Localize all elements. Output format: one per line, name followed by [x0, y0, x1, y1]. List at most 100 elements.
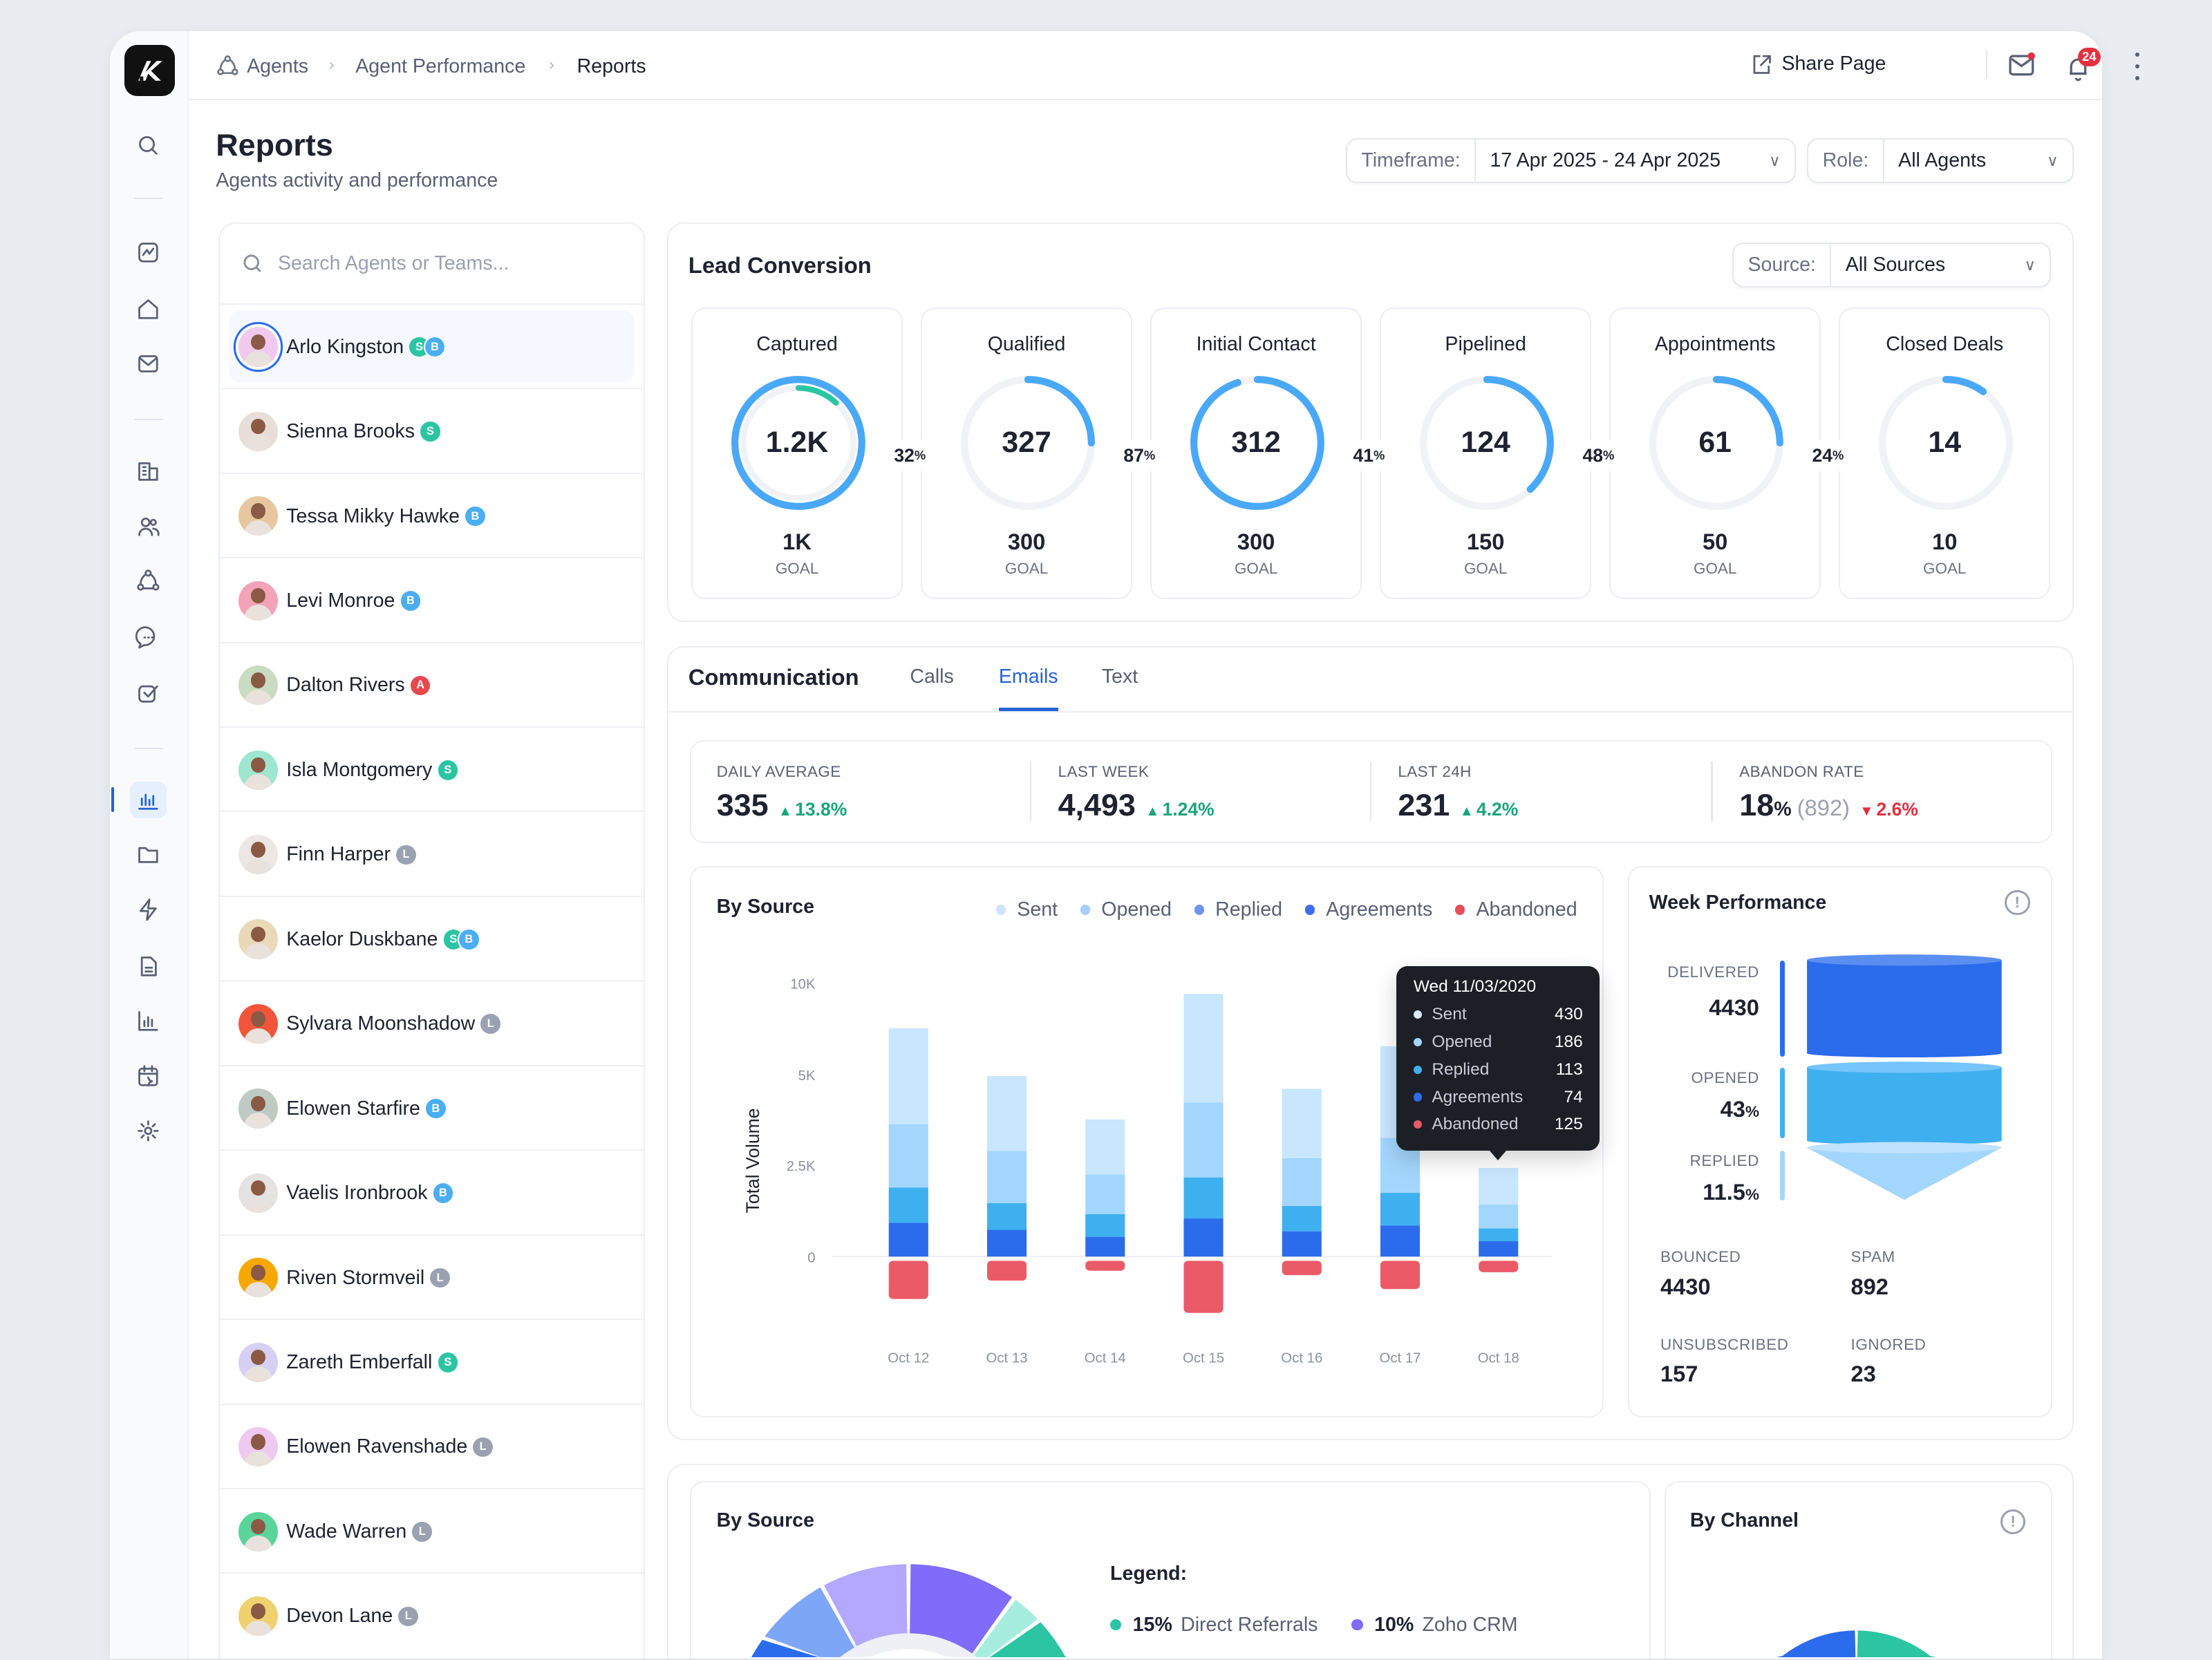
stage-card-captured[interactable]: Captured 1.2K 1K GOAL — [691, 307, 903, 600]
agent-list-item[interactable]: Zareth Emberfall S — [220, 1319, 644, 1403]
sidebar-item-settings[interactable] — [130, 1113, 167, 1149]
agent-list-item[interactable]: Elowen Ravenshade L — [220, 1403, 644, 1488]
bar-segment-replied[interactable] — [1085, 1214, 1125, 1237]
agent-list-item[interactable]: Elowen Starfire B — [220, 1064, 644, 1149]
agent-search-input[interactable]: Search Agents or Teams... — [220, 224, 643, 303]
bar-segment-sent[interactable] — [1085, 1119, 1125, 1175]
bar-segment-abandoned[interactable] — [1085, 1261, 1125, 1271]
legend-item-agreements[interactable]: Agreements — [1304, 898, 1432, 921]
agent-list-item[interactable]: Sienna Brooks S — [220, 388, 644, 472]
agent-list-item[interactable]: Wade Warren L — [220, 1487, 644, 1572]
info-icon[interactable]: ! — [2004, 889, 2030, 916]
notifications-button[interactable]: 24 — [2064, 48, 2101, 84]
donut-slice[interactable] — [910, 1564, 1013, 1654]
agent-list-item[interactable]: Sylvara Moonshadow L — [220, 980, 644, 1064]
bar-segment-abandoned[interactable] — [1183, 1261, 1224, 1313]
stage-card-closed-deals[interactable]: Closed Deals 14 10 GOAL — [1839, 307, 2051, 600]
bar-segment-agreements[interactable] — [1183, 1218, 1224, 1257]
timeframe-select[interactable]: Timeframe: 17 Apr 2025 - 24 Apr 2025 ∨ — [1345, 138, 1796, 184]
bar-segment-agreements[interactable] — [1282, 1231, 1322, 1257]
sidebar-item-calendar-sparkle[interactable] — [130, 1058, 167, 1095]
sidebar-item-users[interactable] — [130, 508, 167, 545]
bar-segment-replied[interactable] — [1183, 1177, 1224, 1219]
bar-segment-agreements[interactable] — [986, 1229, 1027, 1257]
legend-item-opened[interactable]: Opened — [1080, 898, 1172, 921]
agent-list-item[interactable]: Dalton Rivers A — [220, 641, 644, 726]
share-page-button[interactable]: Share Page — [1750, 53, 1886, 77]
bar-segment-replied[interactable] — [888, 1187, 928, 1223]
sidebar-item-home[interactable] — [130, 290, 167, 327]
bar-segment-replied[interactable] — [1380, 1192, 1421, 1226]
role-select[interactable]: Role: All Agents ∨ — [1807, 138, 2074, 184]
bar-segment-replied[interactable] — [986, 1202, 1027, 1230]
app-logo[interactable] — [124, 45, 176, 96]
source-select[interactable]: Source: All Sources ∨ — [1732, 243, 2052, 288]
bar-segment-sent[interactable] — [1183, 994, 1224, 1103]
bar-segment-sent[interactable] — [888, 1028, 928, 1124]
donut-slice[interactable] — [989, 1622, 1088, 1657]
sidebar-item-chat[interactable] — [130, 619, 167, 656]
sidebar-item-document[interactable] — [130, 947, 167, 984]
bar-segment-opened[interactable] — [1282, 1158, 1322, 1207]
donut-slice[interactable] — [729, 1639, 874, 1657]
sidebar-item-mail[interactable] — [130, 346, 167, 382]
sidebar-item-agents-network[interactable] — [130, 563, 167, 599]
bar-segment-agreements[interactable] — [888, 1223, 928, 1257]
sidebar-item-task-check[interactable] — [130, 674, 167, 710]
agent-list-item[interactable]: Levi Monroe B — [220, 557, 644, 641]
bar-segment-abandoned[interactable] — [1380, 1261, 1421, 1290]
legend-item-sent[interactable]: Sent — [995, 898, 1058, 921]
agent-list-item[interactable]: Devon Lane L — [220, 1572, 644, 1657]
bar-segment-agreements[interactable] — [1380, 1225, 1421, 1257]
bar-segment-replied[interactable] — [1282, 1206, 1322, 1232]
bar-segment-agreements[interactable] — [1479, 1241, 1519, 1257]
bar-segment-abandoned[interactable] — [1479, 1261, 1519, 1272]
sidebar-item-report[interactable] — [130, 1003, 167, 1039]
tab-calls[interactable]: Calls — [910, 666, 954, 688]
legend-item-abandoned[interactable]: Abandoned — [1454, 898, 1577, 921]
sidebar-item-lightning[interactable] — [130, 892, 167, 928]
agent-list-item[interactable]: Vaelis Ironbrook B — [220, 1149, 644, 1234]
agent-list-item[interactable]: Arlo Kingston S B — [220, 303, 644, 388]
stage-card-initial-contact[interactable]: Initial Contact 312 300 GOAL — [1150, 307, 1362, 600]
tab-emails[interactable]: Emails — [998, 666, 1058, 688]
bar-segment-abandoned[interactable] — [1282, 1261, 1322, 1276]
agent-list-item[interactable]: Riven Stormveil L — [220, 1234, 644, 1319]
agent-list-item[interactable]: Finn Harper L — [220, 811, 644, 895]
tab-text[interactable]: Text — [1101, 666, 1138, 688]
donut-slice[interactable] — [1857, 1630, 1977, 1657]
sidebar-item-bar-chart[interactable] — [111, 781, 167, 818]
bar-segment-opened[interactable] — [1479, 1204, 1519, 1229]
stage-card-pipelined[interactable]: Pipelined 124 150 GOAL — [1380, 307, 1592, 600]
bar-segment-sent[interactable] — [1479, 1167, 1519, 1205]
donut-slice[interactable] — [1736, 1630, 1856, 1657]
donut-slice[interactable] — [765, 1587, 854, 1657]
bar-segment-opened[interactable] — [986, 1151, 1027, 1203]
bar-segment-sent[interactable] — [1282, 1088, 1322, 1158]
mail-button[interactable] — [2007, 50, 2038, 82]
bar-segment-agreements[interactable] — [1085, 1236, 1125, 1257]
stage-card-appointments[interactable]: Appointments 61 50 GOAL — [1609, 307, 1821, 600]
sidebar-item-trend-chart[interactable] — [130, 234, 167, 271]
breadcrumb-agents[interactable]: Agents — [247, 55, 309, 77]
agent-list-item[interactable]: Kaelor Duskbane S B — [220, 895, 644, 980]
agent-list-item[interactable]: Isla Montgomery S — [220, 726, 644, 811]
more-menu-button[interactable] — [2130, 52, 2144, 81]
info-icon[interactable]: ! — [2000, 1509, 2026, 1535]
breadcrumb-agent-performance[interactable]: Agent Performance — [355, 55, 526, 77]
bar-segment-opened[interactable] — [888, 1124, 928, 1188]
bar-segment-sent[interactable] — [986, 1076, 1027, 1151]
legend-item-replied[interactable]: Replied — [1194, 898, 1282, 921]
bar-segment-replied[interactable] — [1479, 1228, 1519, 1242]
bar-segment-opened[interactable] — [1085, 1174, 1125, 1214]
donut-slice[interactable] — [824, 1564, 908, 1646]
bar-segment-abandoned[interactable] — [888, 1261, 928, 1299]
sidebar-item-building[interactable] — [130, 453, 167, 489]
sidebar-item-search[interactable] — [130, 127, 167, 164]
donut-slice[interactable] — [974, 1599, 1038, 1657]
stage-card-qualified[interactable]: Qualified 327 300 GOAL — [921, 307, 1133, 600]
bar-segment-abandoned[interactable] — [986, 1261, 1027, 1281]
agent-list-item[interactable]: Tessa Mikky Hawke B — [220, 472, 644, 557]
sidebar-item-folder[interactable] — [130, 836, 167, 873]
bar-segment-opened[interactable] — [1183, 1102, 1224, 1178]
